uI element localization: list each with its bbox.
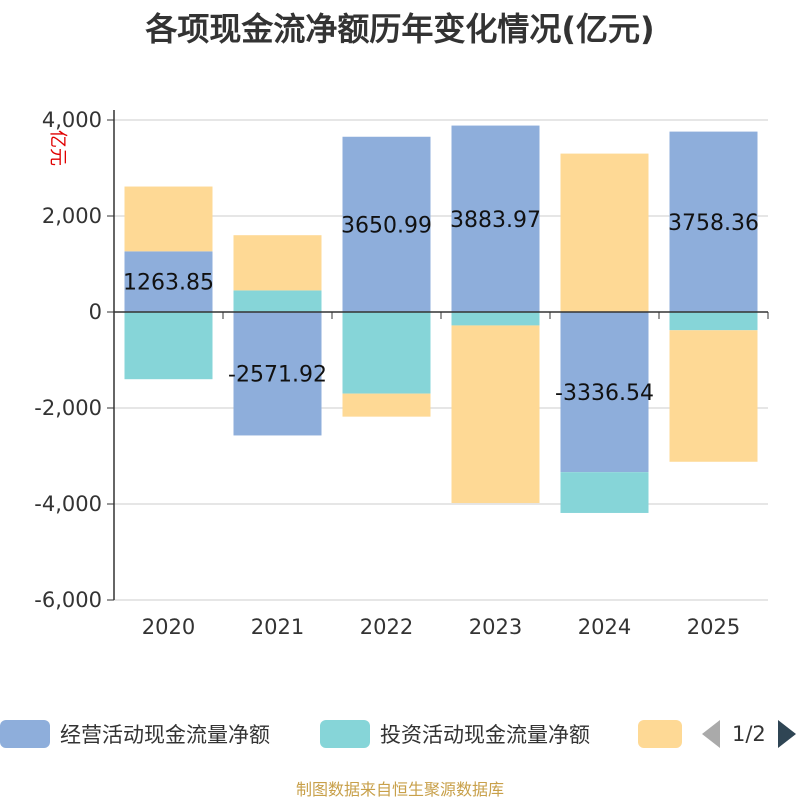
- chart-title: 各项现金流净额历年变化情况(亿元): [145, 10, 655, 48]
- bar-2025-series-0: [669, 131, 758, 312]
- bar-2021-series-2: [233, 235, 322, 291]
- legend-label-operating: 经营活动现金流量净额: [60, 723, 270, 747]
- legend-pager: 1/2: [700, 716, 800, 752]
- legend-swatch-operating: [0, 720, 50, 748]
- bar-2022-series-1: [342, 312, 431, 394]
- y-tick-label: 4,000: [42, 108, 102, 132]
- y-tick-label: -2,000: [34, 396, 102, 420]
- y-tick-label: -6,000: [34, 588, 102, 612]
- legend-item-investing[interactable]: 投资活动现金流量净额: [320, 716, 590, 752]
- bar-2020-series-2: [124, 186, 213, 252]
- source-note: 制图数据来自恒生聚源数据库: [295, 780, 504, 799]
- y-tick-label: 2,000: [42, 204, 102, 228]
- legend-prev-page-icon[interactable]: [702, 720, 720, 748]
- data-label: 1263.85: [123, 271, 214, 296]
- x-tick-label: 2025: [687, 615, 740, 639]
- bar-2024-series-2: [560, 153, 649, 312]
- bar-2021-series-0: [233, 312, 322, 436]
- y-tick-label: 0: [89, 300, 102, 324]
- bar-2025-series-1: [669, 312, 758, 331]
- bar-2024-series-1: [560, 472, 649, 513]
- x-tick-label: 2021: [251, 615, 304, 639]
- legend: 经营活动现金流量净额 投资活动现金流量净额: [0, 716, 800, 752]
- data-label: 3758.36: [668, 211, 759, 236]
- y-axis-label: 亿元: [47, 130, 68, 166]
- legend-label-investing: 投资活动现金流量净额: [380, 723, 590, 747]
- bar-2023-series-0: [451, 125, 540, 312]
- bar-2022-series-2: [342, 393, 431, 417]
- legend-item-financing[interactable]: [638, 716, 692, 752]
- bar-2020-series-0: [124, 251, 213, 312]
- x-tick-label: 2020: [142, 615, 195, 639]
- legend-next-page-icon[interactable]: [777, 720, 796, 748]
- x-tick-label: 2023: [469, 615, 522, 639]
- bar-2020-series-1: [124, 312, 213, 380]
- y-tick-label: -4,000: [34, 492, 102, 516]
- data-label: 3650.99: [341, 213, 432, 238]
- legend-swatch-investing: [320, 720, 370, 748]
- legend-item-operating[interactable]: 经营活动现金流量净额: [0, 716, 270, 752]
- x-tick-label: 2024: [578, 615, 631, 639]
- bar-2022-series-0: [342, 136, 431, 312]
- bar-2024-series-0: [560, 312, 649, 473]
- legend-swatch-financing: [638, 720, 682, 748]
- data-label: -2571.92: [228, 363, 327, 388]
- legend-page-number: 1/2: [732, 722, 766, 746]
- bar-2021-series-1: [233, 290, 322, 312]
- data-label: 3883.97: [450, 208, 541, 233]
- bar-2023-series-2: [451, 325, 540, 504]
- chart-canvas: 4,000 2,000 0 -2,000 -4,000 -6,000 亿元 2020 1263.…: [34, 108, 769, 639]
- bar-2023-series-1: [451, 312, 540, 326]
- bar-2025-series-2: [669, 330, 758, 462]
- data-label: -3336.54: [555, 381, 654, 406]
- x-tick-label: 2022: [360, 615, 413, 639]
